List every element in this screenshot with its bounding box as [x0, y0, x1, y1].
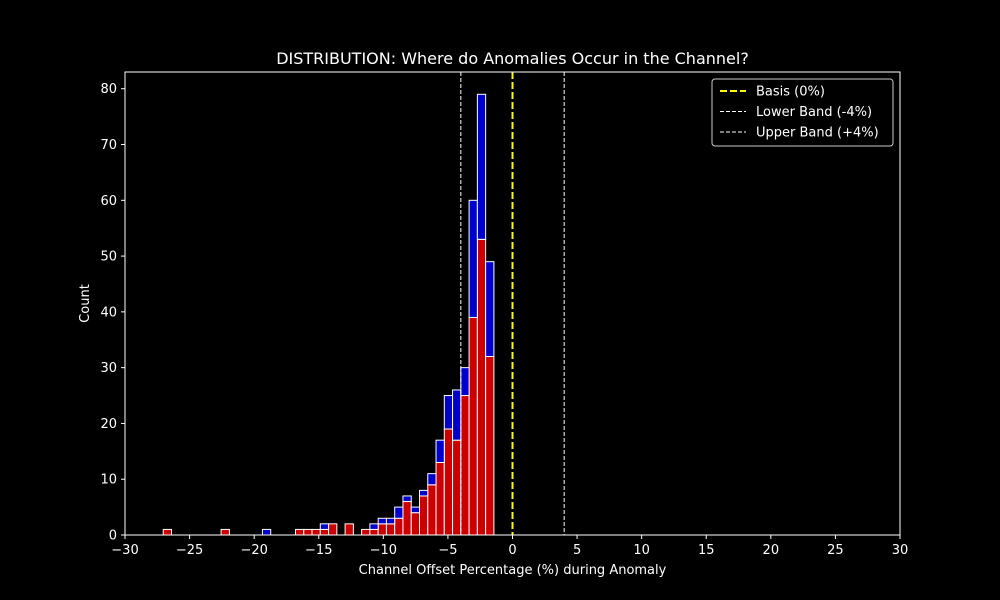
histogram-bar-series-1-bin-17 — [485, 261, 495, 357]
y-tick-label: 80 — [100, 82, 117, 97]
legend-frame — [711, 78, 894, 147]
histogram-bar-series-1-bin-12 — [443, 395, 454, 430]
x-tick-label: −10 — [370, 543, 397, 558]
histogram-bar-series-1-bin-6 — [394, 506, 404, 519]
histogram-bar-series-0-bin-2 — [295, 528, 305, 536]
histogram-bar-series-0-bin-9 — [369, 528, 379, 536]
histogram-bar-series-1-bin-9 — [419, 489, 429, 497]
histogram-bar-series-0-bin-7 — [344, 523, 354, 536]
x-tick-label: 0 — [508, 543, 516, 558]
histogram-bar-series-0-bin-23 — [485, 355, 495, 536]
y-tick-label: 10 — [100, 473, 117, 488]
histogram-bar-series-0-bin-5 — [319, 528, 330, 536]
x-tick-label: 15 — [698, 543, 715, 558]
histogram-bar-series-1-bin-15 — [468, 199, 478, 318]
y-tick-label: 70 — [100, 138, 117, 153]
histogram-bar-series-0-bin-22 — [476, 238, 487, 536]
histogram-bar-series-0-bin-10 — [377, 523, 387, 536]
histogram-bar-series-0-bin-19 — [452, 439, 462, 536]
y-tick-label: 0 — [109, 529, 117, 544]
y-axis-label: Count — [78, 284, 93, 323]
histogram-bar-series-1-bin-3 — [369, 523, 379, 530]
histogram-bar-series-0-bin-17 — [435, 461, 445, 536]
x-tick-label: 30 — [892, 543, 909, 558]
histogram-bar-series-0-bin-8 — [361, 528, 371, 536]
x-tick-label: 25 — [827, 543, 844, 558]
histogram-bar-series-1-bin-7 — [402, 495, 412, 503]
x-tick-label: 10 — [633, 543, 650, 558]
histogram-bar-series-1-bin-1 — [319, 523, 330, 530]
y-tick-label: 40 — [100, 305, 117, 320]
histogram-bar-series-0-bin-0 — [162, 528, 173, 536]
x-tick-label: −25 — [176, 543, 203, 558]
histogram-bar-series-1-bin-16 — [476, 93, 487, 240]
histogram-bar-series-1-bin-10 — [427, 473, 437, 486]
histogram-bar-series-0-bin-16 — [427, 484, 437, 536]
y-axis: 0 10 20 30 40 50 60 70 80 — [100, 82, 125, 544]
legend: Basis (0%) Lower Band (-4%) Upper Band (+4… — [711, 78, 894, 147]
histogram-bar-series-1-bin-0 — [261, 528, 272, 536]
x-tick-label: 5 — [573, 543, 581, 558]
y-tick-label: 20 — [100, 417, 117, 432]
histogram-bar-series-0-bin-21 — [468, 316, 478, 536]
reference-lines-layer — [460, 72, 565, 535]
y-tick-label: 50 — [100, 250, 117, 265]
legend-label-1: Lower Band (-4%) — [756, 105, 872, 120]
histogram-bar-series-0-bin-3 — [303, 528, 313, 536]
histogram-bar-series-1-bin-14 — [460, 367, 470, 397]
histogram-bar-series-1-bin-8 — [410, 506, 421, 514]
x-tick-label: 20 — [763, 543, 780, 558]
histogram-bar-series-1-bin-5 — [385, 517, 396, 525]
y-tick-label: 60 — [100, 194, 117, 209]
x-tick-label: −5 — [438, 543, 457, 558]
legend-label-0: Basis (0%) — [756, 85, 825, 100]
histogram-bar-series-0-bin-4 — [311, 528, 321, 536]
histogram-bar-series-0-bin-15 — [419, 495, 429, 536]
histogram-bar-series-0-bin-6 — [328, 523, 338, 536]
x-axis-label: Channel Offset Percentage (%) during Ano… — [359, 563, 667, 578]
legend-label-2: Upper Band (+4%) — [756, 126, 879, 141]
chart-title: DISTRIBUTION: Where do Anomalies Occur i… — [276, 49, 749, 68]
histogram-bar-series-0-bin-20 — [460, 395, 470, 536]
histogram-bar-series-1-bin-13 — [452, 389, 462, 441]
histogram-bar-series-0-bin-11 — [385, 523, 396, 536]
x-axis: −30 −25 −20 −15 −10 −5 0 5 10 15 20 25 30 — [111, 535, 908, 558]
histogram-bar-series-0-bin-18 — [443, 428, 454, 536]
histogram-bar-series-0-bin-13 — [402, 501, 412, 536]
histogram-bar-series-1-bin-4 — [377, 517, 387, 525]
x-tick-label: −20 — [240, 543, 267, 558]
x-tick-label: −15 — [305, 543, 332, 558]
histogram-bar-series-0-bin-1 — [220, 528, 230, 536]
histogram-bar-series-0-bin-14 — [410, 512, 421, 536]
y-tick-label: 30 — [100, 361, 117, 376]
histogram-bar-series-0-bin-12 — [394, 517, 404, 536]
x-tick-label: −30 — [111, 543, 138, 558]
histogram-bar-series-1-bin-11 — [435, 439, 445, 463]
